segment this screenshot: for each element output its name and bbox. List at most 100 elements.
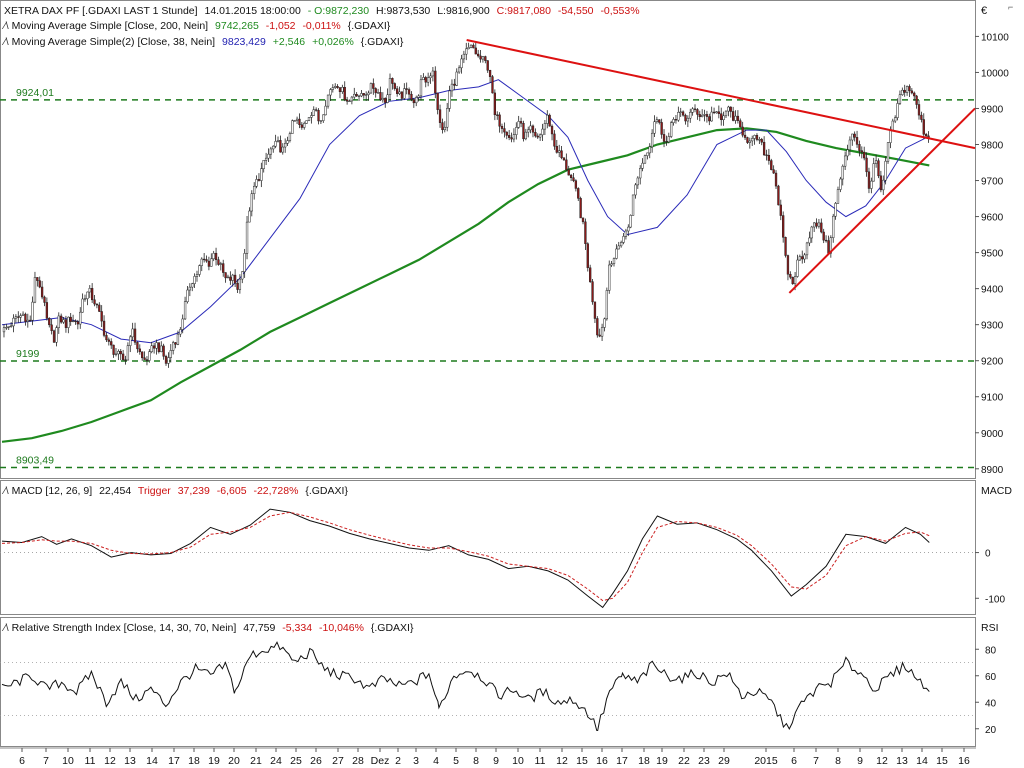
rsi-line (1, 641, 930, 732)
candle-body (288, 133, 292, 141)
candle-body (43, 296, 46, 303)
candle-body (600, 327, 604, 337)
candle-body (12, 317, 15, 327)
candle-body (88, 288, 91, 293)
candle-body (915, 95, 918, 105)
x-tick-label: 18 (188, 755, 200, 767)
candle-body (608, 264, 611, 291)
candle-body (126, 345, 130, 361)
candle-body (779, 204, 782, 216)
candle-body (417, 95, 420, 98)
price-tick-label: 9200 (981, 357, 1004, 368)
candle-body (212, 252, 215, 260)
candle-body (731, 111, 735, 121)
candle-body (589, 267, 592, 282)
candle-body (55, 327, 58, 343)
candle-body (758, 139, 761, 141)
candle-body (593, 301, 597, 319)
candle-body (391, 78, 394, 84)
x-tick-label: 9 (857, 755, 863, 767)
candle-body (894, 117, 897, 122)
candle-body (889, 130, 892, 143)
candle-body (79, 311, 82, 325)
sma200-change: -1,052 (266, 20, 296, 32)
candle-body (326, 94, 330, 107)
candle-body (677, 112, 680, 121)
candle-body (353, 93, 356, 98)
candle-body (345, 99, 349, 102)
macd-header: ∕\ MACD [12, 26, 9] 22,454 Trigger 37,23… (1, 485, 348, 497)
candle-body (524, 131, 527, 140)
candle-body (901, 89, 904, 96)
candle-body (746, 137, 749, 143)
candle-body (429, 75, 432, 79)
candle-body (527, 129, 530, 133)
sma200-label: Moving Average Simple [Close, 200, Nein] (12, 20, 209, 32)
candle-body (343, 87, 346, 101)
candle-body (95, 303, 99, 306)
candle-body (174, 342, 177, 345)
candle-body (388, 78, 392, 96)
candle-body (131, 328, 134, 338)
candle-body (751, 138, 754, 142)
x-tick-label: 27 (332, 755, 344, 767)
candle-body (179, 329, 182, 335)
candle-body (98, 304, 101, 312)
candle-body (162, 345, 165, 357)
candle-body (169, 350, 172, 358)
candle-body (486, 60, 489, 71)
candle-body (136, 342, 139, 350)
candle-body (312, 109, 315, 116)
candle-body (324, 105, 327, 116)
candle-body (100, 311, 103, 322)
candle-body (453, 83, 456, 86)
candle-body (767, 155, 771, 161)
candle-body (295, 118, 299, 121)
candle-body (662, 134, 666, 142)
ohlc-change-pct: -0,553% (600, 5, 639, 17)
candle-body (217, 259, 220, 265)
candle-body (753, 135, 756, 139)
candle-body (734, 115, 737, 121)
candle-body (479, 55, 482, 60)
candle-body (329, 89, 332, 96)
candle-body (560, 150, 563, 159)
candle-body (250, 193, 253, 212)
price-level-label: 9199 (16, 348, 40, 360)
x-tick-label: 8 (835, 755, 841, 767)
candle-body (303, 123, 306, 128)
candle-body (569, 174, 573, 179)
candle-body (57, 315, 60, 328)
candle-body (438, 109, 442, 123)
candle-body (653, 121, 656, 134)
price-level-label: 9924,01 (16, 87, 54, 99)
chart-title: XETRA DAX PF [.GDAXI LAST 1 Stunde] (4, 5, 198, 17)
indicator-glyph: ∕\ (1, 20, 12, 32)
candle-body (822, 231, 825, 241)
candle-body (770, 160, 773, 170)
rsi-tick-label: 40 (985, 698, 997, 709)
x-tick-label: 11 (85, 755, 96, 767)
candle-body (903, 89, 906, 93)
candle-body (860, 150, 863, 153)
candle-body (21, 313, 25, 316)
candle-body (598, 334, 601, 337)
x-tick-label: 5 (453, 755, 459, 767)
candle-body (412, 99, 415, 104)
candle-body (83, 298, 87, 300)
candle-body (284, 143, 287, 148)
candle-body (503, 128, 506, 133)
macd-trigger-value: 37,239 (178, 485, 210, 497)
candle-body (379, 92, 382, 101)
candle-body (658, 119, 661, 123)
candle-body (155, 342, 158, 349)
candle-body (574, 180, 578, 189)
candle-body (689, 111, 692, 119)
macd-line (1, 508, 930, 609)
candle-body (214, 252, 218, 260)
x-tick-label: 12 (104, 755, 116, 767)
candle-body (824, 239, 828, 242)
candle-body (419, 79, 423, 97)
rsi-symbol: {.GDAXI} (371, 622, 414, 634)
macd-panel: -100 0 ∕\ MACD [12, 26, 9] 22,454 Trigger… (0, 480, 1012, 615)
